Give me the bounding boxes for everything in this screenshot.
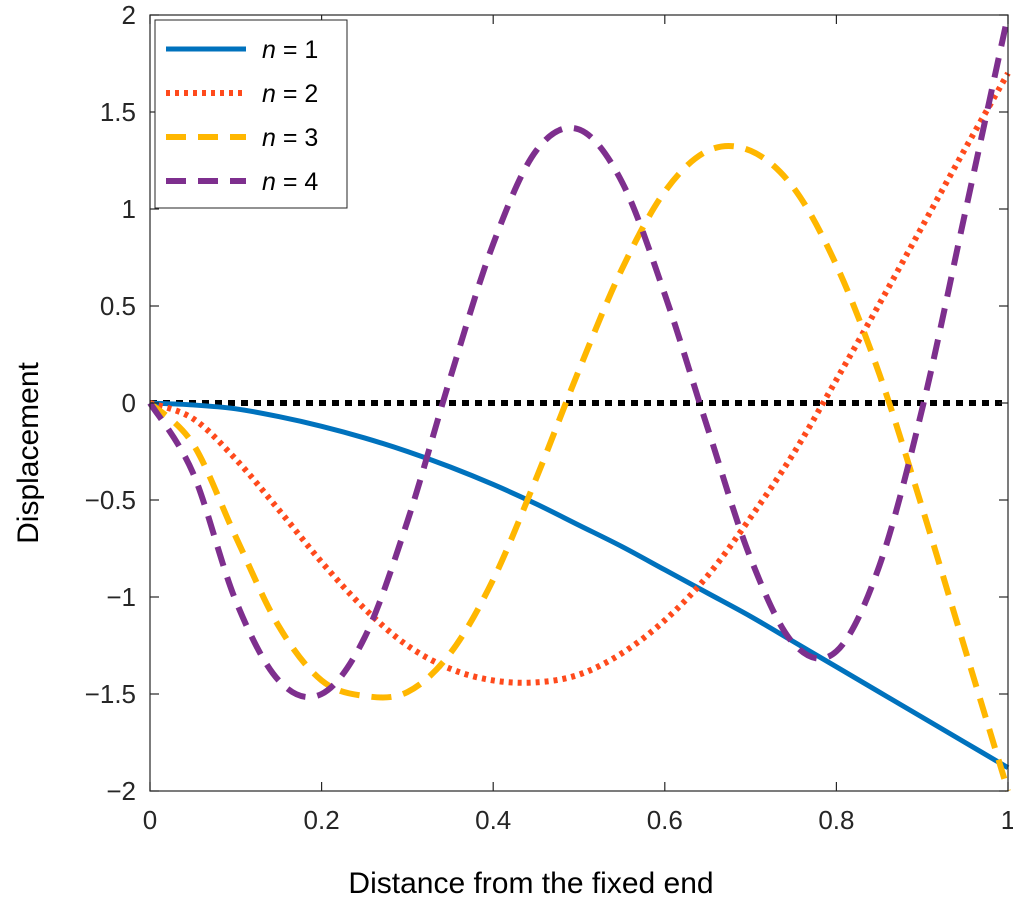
y-tick-label: −0.5 [85,485,136,515]
x-tick-label: 0.6 [647,805,683,835]
legend-label-variable: n [262,36,276,64]
y-tick-label: −1 [106,582,136,612]
legend-label-3: n = 3 [262,124,318,152]
y-tick-label: 1.5 [100,97,136,127]
plot-area [147,14,1011,792]
legend-label-variable: n [262,124,276,152]
x-axis-label: Distance from the fixed end [348,867,713,900]
y-tick-label: 0.5 [100,291,136,321]
series-line-4 [147,14,1011,701]
series-line-1 [149,400,1010,770]
legend-label-4: n = 4 [262,168,318,196]
x-tick-label: 0.8 [818,805,854,835]
x-tick-label: 1 [1001,805,1013,835]
y-tick-label: −1.5 [85,679,136,709]
legend-label-value: = 4 [276,168,318,196]
legend-label-value: = 3 [276,124,318,152]
legend: n = 1n = 2n = 3n = 4 [154,19,348,209]
series-line-3 [147,142,1011,792]
legend-label-1: n = 1 [262,36,318,64]
x-tick-label: 0.2 [304,805,340,835]
legend-label-value: = 2 [276,80,318,108]
y-tick-label: 1 [122,194,136,224]
legend-label-variable: n [262,168,276,196]
y-tick-label: 0 [122,388,136,418]
axis-ticks [149,14,1009,792]
legend-label-variable: n [262,80,276,108]
y-tick-label: 2 [122,0,136,30]
y-tick-label: −2 [106,776,136,806]
x-tick-label: 0 [143,805,157,835]
series-line-2 [148,71,1011,686]
tick-labels: 0 0.2 0.4 0.6 0.8 1 −2 −1.5 −1 −0.5 0 0.5 1 1.5 2 [85,0,1013,835]
legend-label-2: n = 2 [262,80,318,108]
legend-label-value: = 1 [276,36,318,64]
y-axis-label: Displacement [12,361,45,543]
x-tick-label: 0.4 [475,805,511,835]
